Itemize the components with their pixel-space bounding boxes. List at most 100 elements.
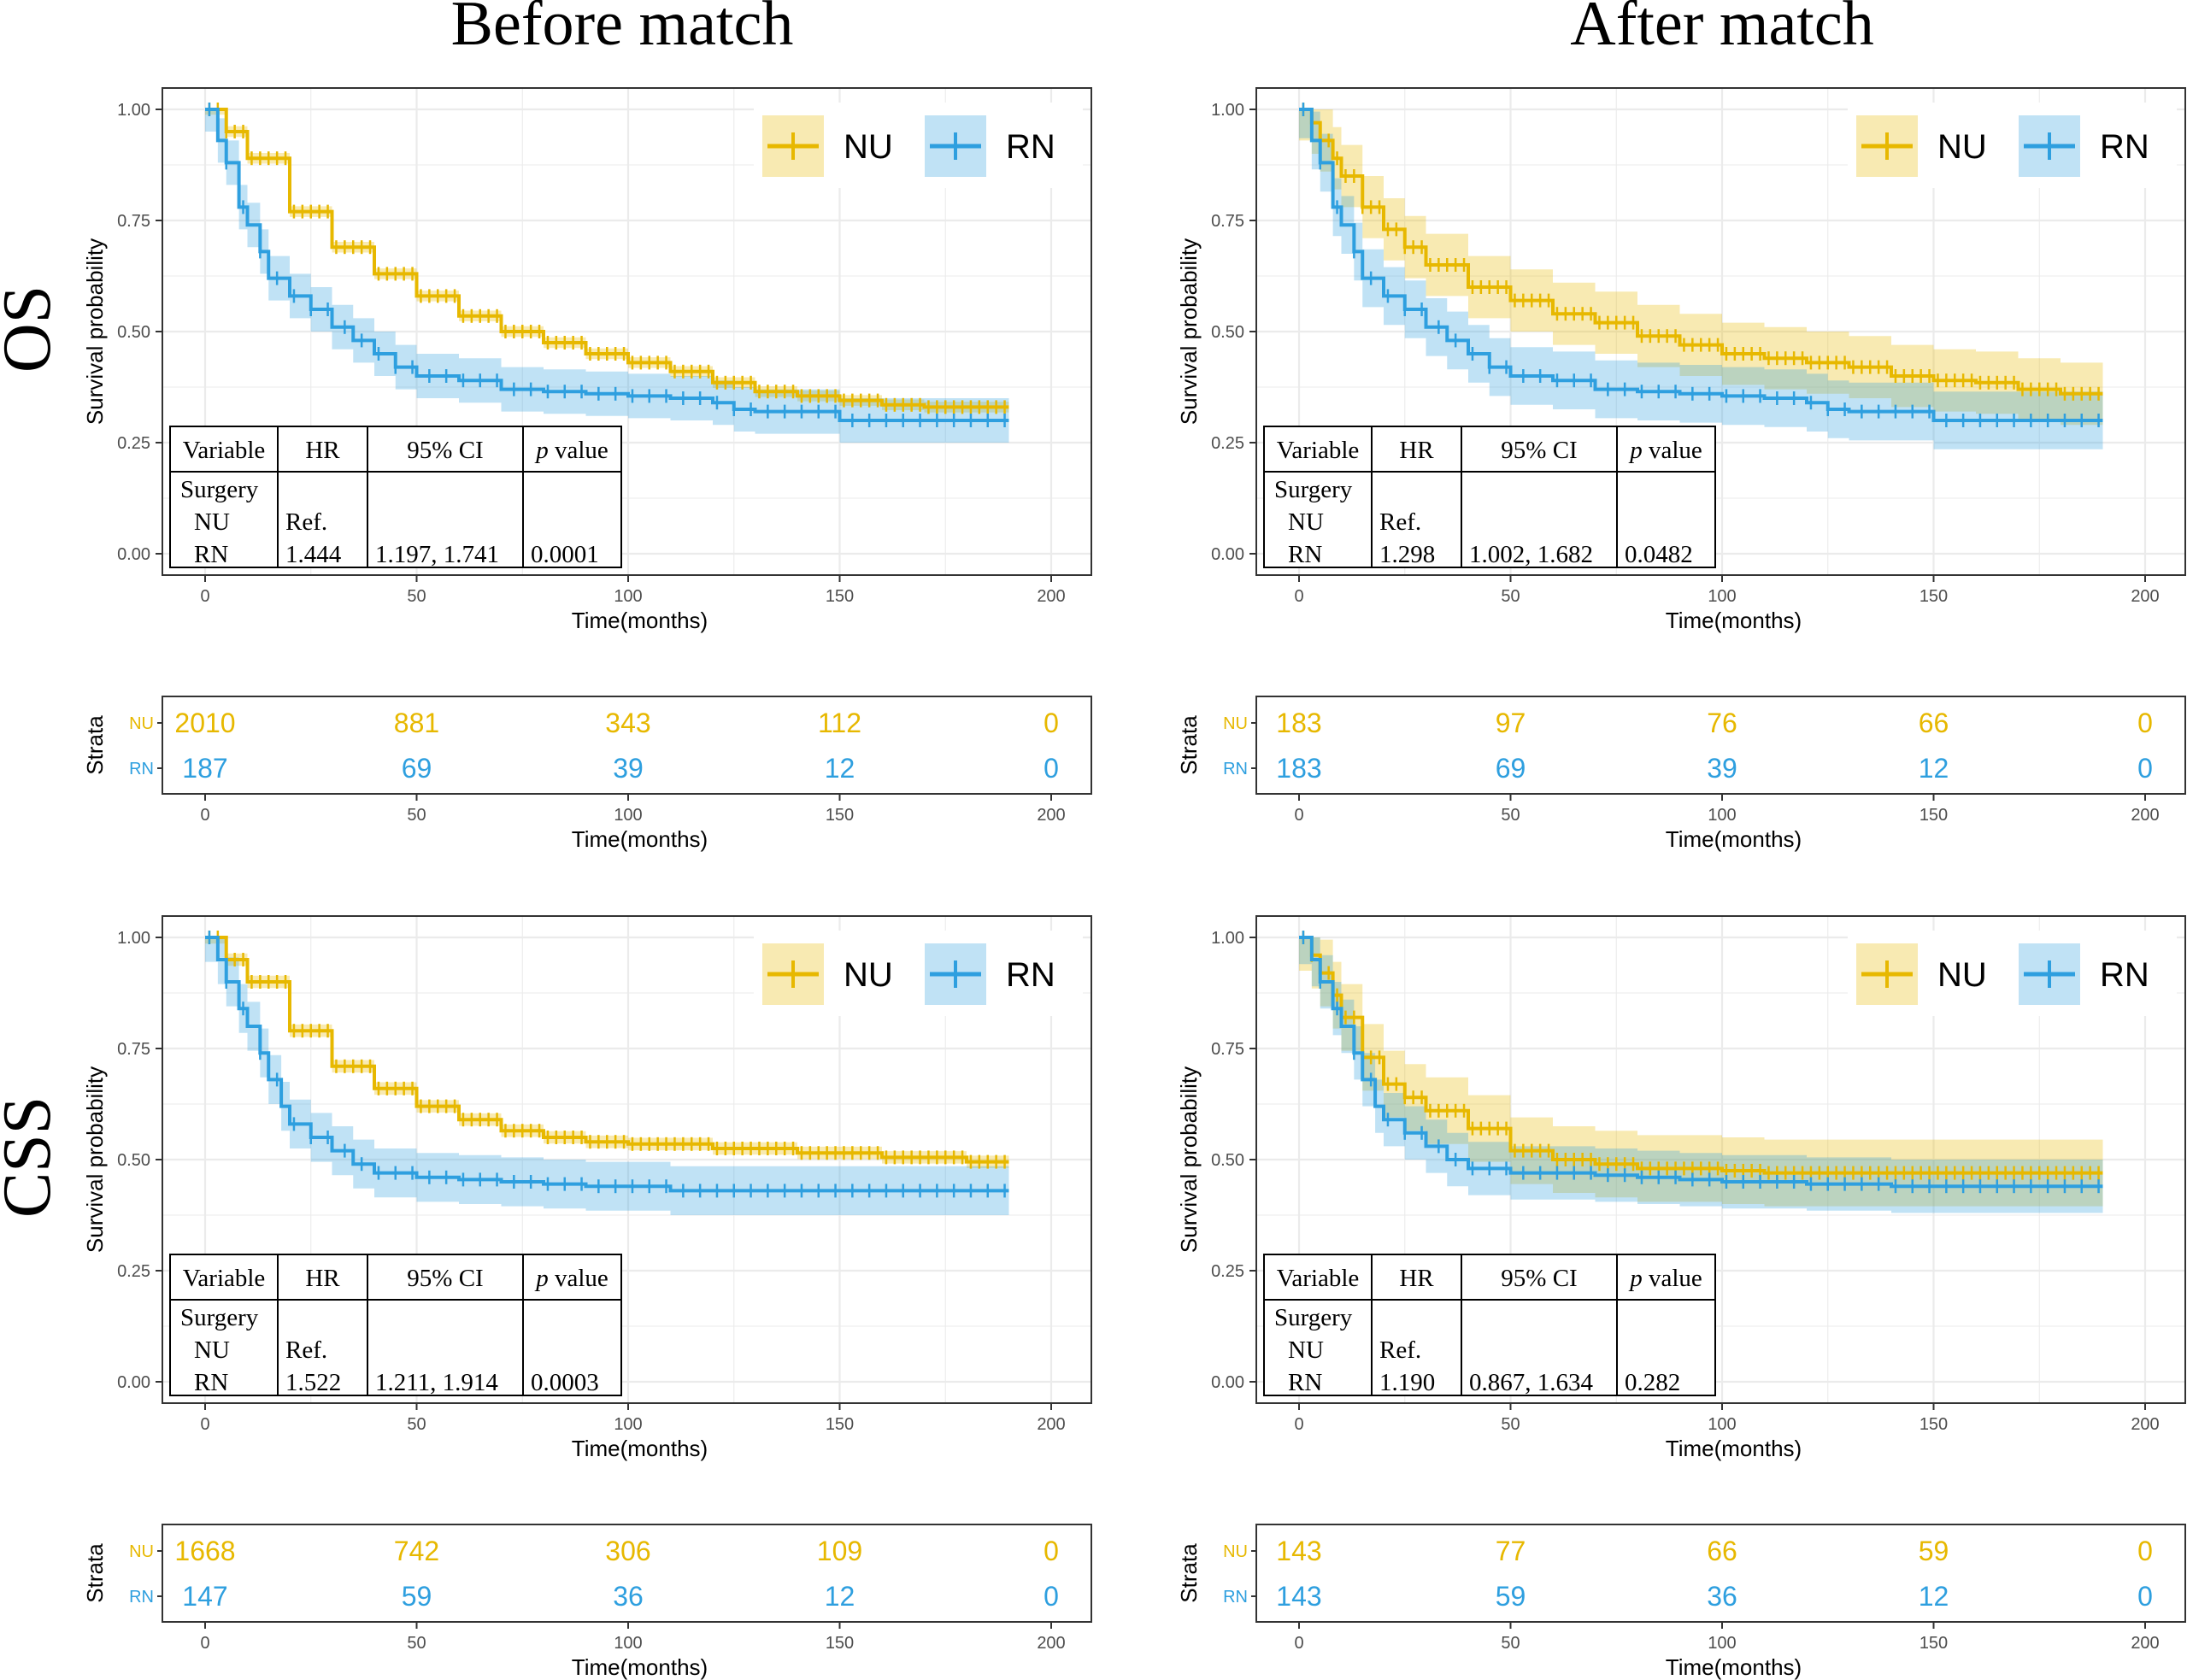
risk-count: 187 bbox=[182, 753, 227, 784]
risk-x-tick-label: 150 bbox=[826, 806, 854, 825]
risk-count: 183 bbox=[1276, 708, 1321, 738]
risk-count: 183 bbox=[1276, 753, 1321, 784]
ci-band-nu bbox=[1299, 109, 2103, 426]
risk-count: 39 bbox=[1707, 753, 1737, 784]
y-tick-label: 1.00 bbox=[1211, 929, 1244, 948]
risk-count: 12 bbox=[825, 1581, 855, 1612]
hr-table-cell: Ref. bbox=[285, 508, 327, 536]
risk-count: 12 bbox=[1919, 753, 1949, 784]
risk-count: 0 bbox=[2137, 1581, 2153, 1612]
legend-label-nu: NU bbox=[1937, 128, 1987, 166]
risk-x-tick-label: 0 bbox=[200, 1634, 209, 1653]
risk-count: 76 bbox=[1707, 708, 1737, 738]
hr-table-cell: RN bbox=[1288, 541, 1322, 568]
risk-count: 0 bbox=[1044, 1581, 1059, 1612]
x-tick-label: 150 bbox=[1920, 1415, 1948, 1434]
risk-row-label-rn: RN bbox=[129, 760, 154, 778]
hr-table-header: HR bbox=[1399, 1265, 1434, 1292]
x-tick-label: 50 bbox=[407, 1415, 426, 1434]
hr-table-header: HR bbox=[305, 1265, 340, 1292]
y-tick-label: 0.50 bbox=[1211, 1151, 1244, 1170]
panels: 0.00 0.25 0.50 0.75 1.00 0 50 100 150 200 Time(mon… bbox=[82, 87, 2186, 1680]
risk-y-axis-label: Strata bbox=[1176, 715, 1202, 775]
hr-table-header: Variable bbox=[183, 437, 266, 464]
risk-x-axis-label: Time(months) bbox=[572, 1654, 708, 1680]
x-axis-label: Time(months) bbox=[1666, 608, 1802, 633]
risk-table: NU 143 77 66 59 0 RN 143 59 36 12 0 0 50 100 150 200 Time… bbox=[1176, 1524, 2186, 1680]
x-tick-label: 150 bbox=[826, 587, 854, 606]
hr-table-header: Variable bbox=[1277, 1265, 1360, 1292]
risk-count: 36 bbox=[1707, 1581, 1737, 1612]
column-title-after: After match bbox=[1570, 0, 1873, 59]
y-tick-label: 0.50 bbox=[1211, 323, 1244, 342]
y-tick-label: 1.00 bbox=[117, 101, 150, 120]
risk-row-label-rn: RN bbox=[1223, 760, 1248, 778]
legend: NU RN bbox=[1848, 103, 2177, 188]
ci-band-rn bbox=[205, 109, 1009, 443]
risk-row-label-nu: NU bbox=[129, 1542, 154, 1561]
y-tick-label: 1.00 bbox=[117, 929, 150, 948]
hr-table-header: p value bbox=[534, 1265, 608, 1292]
hr-table-cell: 0.0001 bbox=[531, 541, 599, 568]
risk-row-label-nu: NU bbox=[1223, 1542, 1248, 1561]
hr-table-cell: Surgery bbox=[1274, 476, 1353, 503]
y-axis-label: Survival probability bbox=[1176, 238, 1202, 425]
legend-label-rn: RN bbox=[1006, 956, 1055, 994]
x-tick-label: 150 bbox=[826, 1415, 854, 1434]
risk-row-label-rn: RN bbox=[1223, 1588, 1248, 1607]
censor-marks-rn bbox=[1302, 103, 2100, 427]
risk-count: 36 bbox=[613, 1581, 644, 1612]
hr-table-header: 95% CI bbox=[1501, 1265, 1577, 1292]
column-title-before: Before match bbox=[451, 0, 794, 59]
risk-count: 12 bbox=[1919, 1581, 1949, 1612]
risk-x-tick-label: 0 bbox=[1294, 806, 1303, 825]
ci-band-rn bbox=[1299, 937, 2103, 1213]
survival-curve-nu bbox=[1299, 108, 2103, 396]
x-tick-label: 50 bbox=[1501, 1415, 1520, 1434]
risk-x-tick-label: 200 bbox=[2131, 806, 2159, 825]
risk-count: 306 bbox=[605, 1536, 650, 1566]
risk-x-tick-label: 200 bbox=[1037, 806, 1065, 825]
x-axis-label: Time(months) bbox=[1666, 1436, 1802, 1461]
hr-table-cell: 1.444 bbox=[285, 541, 342, 568]
hr-table-header: p value bbox=[534, 437, 608, 464]
y-axis-label: Survival probability bbox=[1176, 1066, 1202, 1253]
legend-label-rn: RN bbox=[2100, 128, 2149, 166]
hr-table-header: HR bbox=[305, 437, 340, 464]
hr-table-cell: RN bbox=[194, 541, 228, 568]
y-tick-label: 0.00 bbox=[117, 1373, 150, 1392]
hr-table-cell: NU bbox=[1288, 508, 1324, 536]
risk-y-axis-label: Strata bbox=[82, 1543, 108, 1603]
hr-table-header: 95% CI bbox=[1501, 437, 1577, 464]
risk-count: 97 bbox=[1496, 708, 1526, 738]
survival-curve-rn bbox=[1299, 108, 2103, 422]
risk-count: 1668 bbox=[174, 1536, 235, 1566]
hr-table-cell: RN bbox=[1288, 1369, 1322, 1396]
legend-label-nu: NU bbox=[1937, 956, 1987, 994]
risk-count: 39 bbox=[613, 753, 644, 784]
survival-curve-nu bbox=[205, 936, 1009, 1164]
risk-x-tick-label: 50 bbox=[407, 1634, 426, 1653]
hr-table-header: p value bbox=[1628, 1265, 1702, 1292]
risk-count: 59 bbox=[402, 1581, 432, 1612]
hr-table: Variable HR 95% CI p value Surgery NU Ref. RN 1.… bbox=[169, 1254, 622, 1396]
risk-count: 59 bbox=[1496, 1581, 1526, 1612]
x-tick-label: 100 bbox=[614, 1415, 642, 1434]
risk-count: 66 bbox=[1707, 1536, 1737, 1566]
risk-count: 0 bbox=[1044, 708, 1059, 738]
y-axis-label: Survival probability bbox=[82, 1066, 108, 1253]
risk-x-tick-label: 200 bbox=[1037, 1634, 1065, 1653]
y-tick-label: 0.00 bbox=[1211, 545, 1244, 564]
x-tick-label: 200 bbox=[1037, 1415, 1065, 1434]
x-tick-label: 50 bbox=[1501, 587, 1520, 606]
risk-count: 112 bbox=[818, 708, 861, 738]
x-axis-label: Time(months) bbox=[572, 1436, 708, 1461]
hr-table-cell: NU bbox=[1288, 1336, 1324, 1364]
x-tick-label: 200 bbox=[2131, 587, 2159, 606]
risk-count: 69 bbox=[1496, 753, 1526, 784]
y-tick-label: 0.00 bbox=[117, 545, 150, 564]
risk-y-axis-label: Strata bbox=[82, 715, 108, 775]
risk-y-axis-label: Strata bbox=[1176, 1543, 1202, 1603]
hr-table-header: Variable bbox=[183, 1265, 266, 1292]
